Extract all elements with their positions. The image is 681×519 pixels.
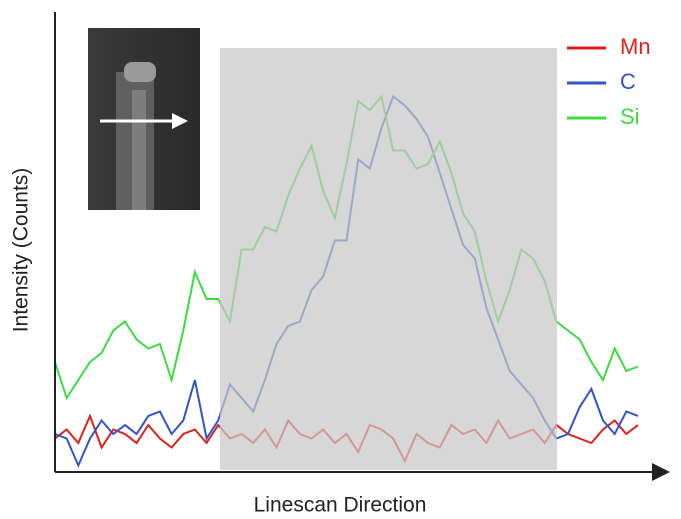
x-axis-label: Linescan Direction [254, 494, 427, 517]
legend: Mn C Si [567, 34, 651, 129]
legend-label: Si [620, 104, 640, 129]
legend-label: C [620, 69, 636, 94]
highlight-region [219, 48, 557, 470]
plot-area [54, 48, 639, 470]
x-axis-arrow [652, 463, 670, 481]
legend-label: Mn [620, 34, 651, 59]
inset-image [88, 28, 200, 210]
y-axis-label: Intensity (Counts) [10, 168, 33, 333]
